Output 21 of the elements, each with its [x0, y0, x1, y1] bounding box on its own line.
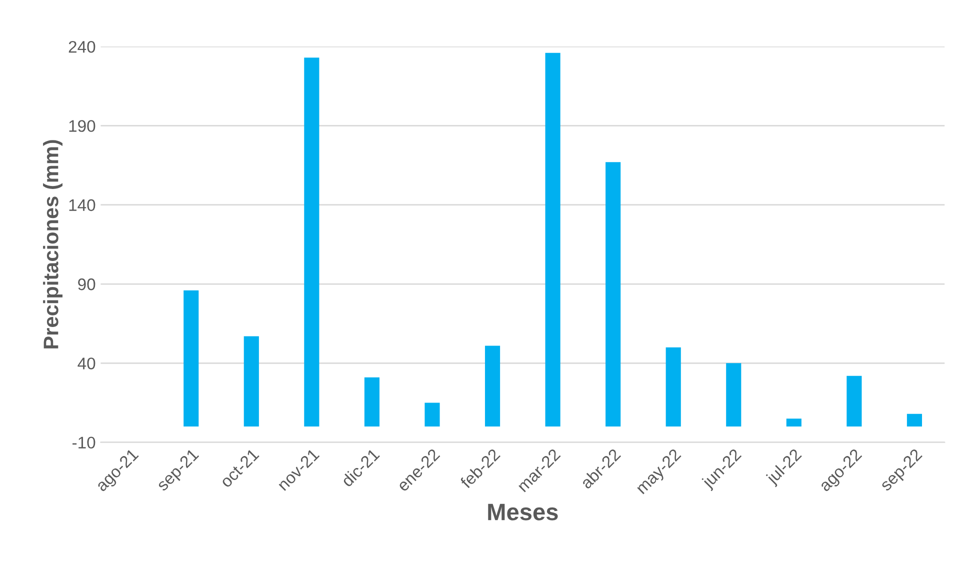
bar: [424, 402, 440, 426]
bar: [364, 377, 380, 426]
bar: [545, 52, 560, 426]
y-tick-label: 140: [69, 199, 96, 212]
bar: [184, 290, 199, 426]
y-tick-label: -10: [72, 436, 96, 449]
x-axis-title: Meses: [488, 504, 558, 520]
y-tick-label: 190: [69, 120, 96, 132]
bar: [906, 414, 922, 426]
y-axis-title: Precipitaciones (mm): [43, 140, 62, 348]
bar: [484, 346, 500, 426]
bar: [786, 418, 802, 426]
bar: [726, 363, 742, 426]
bar: [304, 58, 320, 426]
bar: [846, 376, 862, 426]
y-tick-label: 40: [78, 358, 96, 370]
bar: [244, 336, 259, 426]
y-tick-label: 240: [68, 40, 96, 53]
bar: [666, 347, 681, 426]
bar: [606, 162, 621, 426]
y-tick-label: 90: [78, 278, 96, 290]
